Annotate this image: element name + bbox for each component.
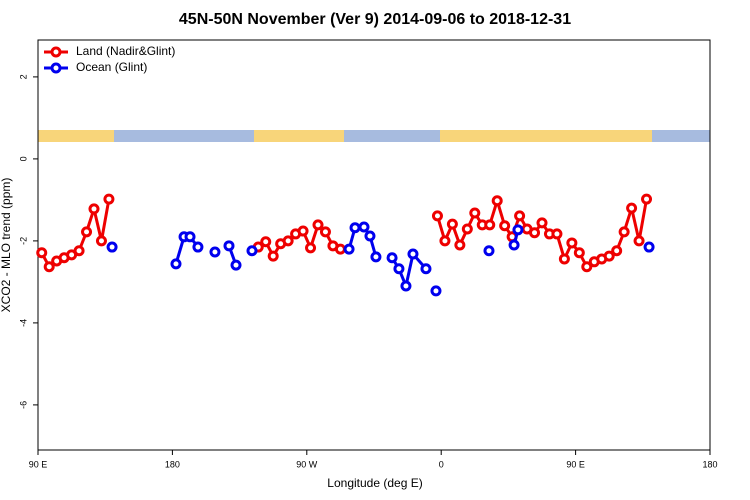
data-point xyxy=(170,258,182,270)
data-point xyxy=(641,193,653,205)
data-point xyxy=(514,210,526,222)
data-point xyxy=(461,223,473,235)
chart-title: 45N-50N November (Ver 9) 2014-09-06 to 2… xyxy=(179,11,571,28)
data-point xyxy=(209,246,221,258)
x-tick-label: 90 E xyxy=(566,459,585,469)
data-point xyxy=(491,195,503,207)
plot-frame xyxy=(37,39,711,451)
data-point xyxy=(446,218,458,230)
x-axis-label: Longitude (deg E) xyxy=(327,476,422,490)
data-point xyxy=(106,241,118,253)
data-point xyxy=(508,239,520,251)
data-point xyxy=(334,243,346,255)
data-point xyxy=(393,263,405,275)
data-point xyxy=(319,226,331,238)
legend-label: Land (Nadir&Glint) xyxy=(76,44,175,58)
data-point xyxy=(358,221,370,233)
data-point xyxy=(343,243,355,255)
data-point xyxy=(558,253,570,265)
data-point xyxy=(282,235,294,247)
data-point xyxy=(223,240,235,252)
data-point xyxy=(454,239,466,251)
data-point xyxy=(551,228,563,240)
data-point xyxy=(36,247,48,259)
y-tick-label: 0 xyxy=(18,156,28,161)
data-point xyxy=(603,250,615,262)
land-strip xyxy=(38,130,710,142)
data-point xyxy=(81,226,93,238)
data-point xyxy=(581,261,593,273)
y-axis-label: XCO2 - MLO trend (ppm) xyxy=(0,178,13,313)
data-point xyxy=(95,235,107,247)
data-point xyxy=(573,247,585,259)
legend-label: Ocean (Glint) xyxy=(76,60,147,74)
x-tick-label: 180 xyxy=(702,459,717,469)
data-point xyxy=(536,217,548,229)
data-point xyxy=(267,250,279,262)
data-point xyxy=(386,252,398,264)
x-tick-label: 180 xyxy=(165,459,180,469)
data-point xyxy=(73,245,85,257)
data-point xyxy=(633,235,645,247)
data-point xyxy=(192,241,204,253)
data-point xyxy=(484,219,496,231)
y-tick-label: -6 xyxy=(18,401,28,409)
data-point xyxy=(643,241,655,253)
data-point xyxy=(439,235,451,247)
data-point xyxy=(184,231,196,243)
data-point xyxy=(431,210,443,222)
data-point xyxy=(246,245,258,257)
x-tick-label: 90 E xyxy=(29,459,48,469)
data-point xyxy=(349,222,361,234)
data-point xyxy=(611,245,623,257)
data-point xyxy=(370,251,382,263)
data-point xyxy=(430,285,442,297)
legend-marker xyxy=(50,46,62,58)
data-point xyxy=(88,203,100,215)
data-point xyxy=(400,280,412,292)
x-tick-label: 0 xyxy=(439,459,444,469)
y-tick-label: -4 xyxy=(18,319,28,327)
data-point xyxy=(499,220,511,232)
data-point xyxy=(618,226,630,238)
data-point xyxy=(483,245,495,257)
data-point xyxy=(512,224,524,236)
y-tick-label: -2 xyxy=(18,237,28,245)
data-point xyxy=(103,193,115,205)
data-point xyxy=(305,242,317,254)
x-tick-label: 90 W xyxy=(296,459,318,469)
data-point xyxy=(364,230,376,242)
data-point xyxy=(407,248,419,260)
y-tick-label: 2 xyxy=(18,74,28,79)
data-point xyxy=(469,207,481,219)
data-point xyxy=(260,236,272,248)
data-point xyxy=(626,202,638,214)
data-point xyxy=(297,225,309,237)
data-point xyxy=(420,263,432,275)
data-point xyxy=(529,227,541,239)
data-point xyxy=(230,259,242,271)
data-point xyxy=(566,237,578,249)
data-point xyxy=(312,219,324,231)
legend-marker xyxy=(50,62,62,74)
data-point xyxy=(43,261,55,273)
